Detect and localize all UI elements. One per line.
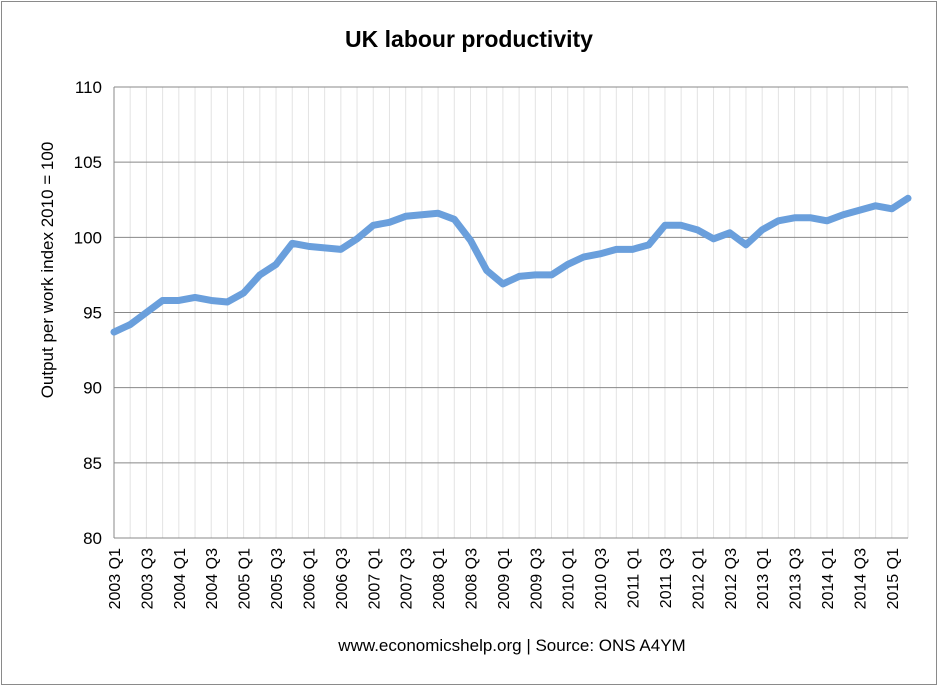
x-tick-label: 2012 Q1	[690, 548, 707, 609]
x-tick-label: 2011 Q1	[626, 548, 643, 608]
data-point	[256, 271, 264, 279]
chart-title: UK labour productivity	[345, 26, 593, 52]
x-tick-label: 2003 Q1	[107, 548, 124, 609]
data-point	[580, 253, 588, 261]
major-gridlines	[113, 86, 908, 539]
data-point	[726, 229, 733, 237]
x-tick-label: 2005 Q3	[269, 548, 286, 609]
data-point	[856, 207, 863, 214]
data-point	[159, 297, 166, 304]
x-tick-label: 2004 Q3	[204, 548, 221, 609]
x-tick-label: 2003 Q3	[139, 548, 156, 609]
x-tick-labels: 2003 Q1 2003 Q3 2004 Q1 2004 Q3 2005 Q1 2005 …	[107, 548, 902, 609]
series-group	[110, 194, 912, 336]
x-tick-label: 2010 Q1	[561, 548, 578, 609]
x-tick-label: 2011 Q3	[658, 548, 675, 608]
data-point	[839, 211, 847, 218]
data-point	[645, 241, 652, 249]
data-point	[386, 219, 393, 226]
x-tick-label: 2007 Q3	[399, 548, 416, 609]
data-point	[353, 235, 361, 243]
data-point	[499, 280, 507, 288]
y-tick-label: 110	[75, 78, 102, 97]
x-tick-label: 2013 Q3	[788, 548, 805, 609]
data-point	[515, 273, 523, 280]
data-point	[710, 235, 717, 243]
data-point	[467, 237, 474, 244]
data-point	[305, 243, 312, 250]
data-point	[661, 222, 669, 229]
y-tick-label: 85	[83, 454, 102, 473]
x-tick-label: 2006 Q1	[301, 548, 318, 609]
y-tick-label: 100	[74, 228, 102, 247]
y-tick-label: 80	[83, 529, 102, 548]
data-point	[564, 261, 571, 268]
data-point	[240, 289, 247, 297]
data-point	[548, 271, 555, 279]
x-tick-label: 2007 Q1	[366, 548, 383, 609]
x-tick-label: 2004 Q1	[172, 548, 189, 609]
x-tick-label: 2009 Q3	[528, 548, 545, 609]
data-point	[807, 214, 814, 221]
data-point	[532, 271, 539, 279]
data-point	[143, 309, 150, 316]
data-point	[629, 246, 636, 253]
data-point	[272, 261, 280, 268]
x-tick-label: 2010 Q3	[593, 548, 610, 609]
data-point	[224, 298, 231, 306]
data-point	[402, 213, 409, 220]
data-point	[451, 216, 458, 223]
y-tick-label: 95	[83, 304, 102, 323]
x-tick-label: 2005 Q1	[237, 548, 254, 609]
data-point	[888, 205, 895, 212]
data-point	[613, 246, 620, 253]
x-tick-label: 2014 Q1	[820, 548, 837, 609]
data-point	[596, 250, 604, 258]
x-tick-label: 2012 Q3	[723, 548, 740, 609]
x-tick-label: 2014 Q3	[852, 548, 869, 609]
data-point	[791, 214, 798, 221]
data-point	[110, 328, 118, 336]
data-point	[872, 202, 879, 209]
x-tick-label: 2008 Q1	[431, 548, 448, 609]
data-point	[775, 217, 782, 224]
series-line-1	[110, 194, 912, 336]
data-point	[483, 267, 490, 274]
y-tick-label: 105	[74, 153, 102, 172]
x-tick-label: 2015 Q1	[885, 548, 902, 609]
data-point	[904, 195, 912, 202]
x-tick-label: 2009 Q1	[496, 548, 513, 609]
data-point	[694, 226, 701, 234]
data-point	[175, 297, 183, 304]
data-point	[127, 321, 134, 328]
data-point	[758, 226, 766, 234]
data-point	[321, 244, 328, 252]
data-point	[337, 246, 345, 253]
data-point	[823, 217, 831, 224]
y-tick-labels: 80 85 90 95 100 105 110	[74, 78, 102, 548]
data-point	[191, 294, 199, 301]
data-point	[434, 210, 442, 217]
data-point	[208, 297, 215, 304]
data-point	[370, 222, 377, 229]
x-tick-label: 2006 Q3	[334, 548, 351, 609]
data-point	[418, 211, 426, 218]
data-point	[289, 240, 296, 247]
data-point	[742, 241, 750, 249]
x-tick-label: 2013 Q1	[755, 548, 772, 609]
chart-footer: www.economicshelp.org | Source: ONS A4YM	[338, 636, 686, 655]
data-point	[677, 222, 685, 229]
y-tick-label: 90	[83, 379, 102, 398]
x-tick-label: 2008 Q3	[463, 548, 480, 609]
